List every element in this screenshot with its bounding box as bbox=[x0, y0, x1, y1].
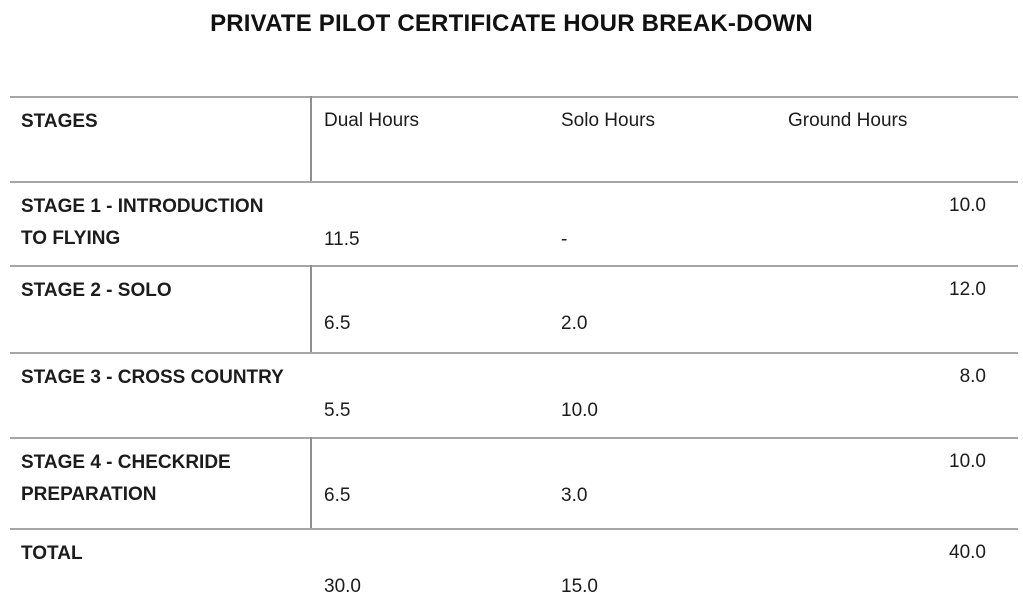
hours-table: STAGES Dual Hours Solo Hours Ground Hour… bbox=[10, 96, 1018, 607]
stage-label-cell: STAGE 2 - SOLO bbox=[21, 280, 172, 301]
dual-hours-cell: 11.5 bbox=[324, 229, 360, 250]
table-row: STAGE 2 - SOLO 6.5 2.0 12.0 bbox=[10, 265, 1018, 352]
ground-hours-cell: 10.0 bbox=[949, 195, 986, 216]
stage-label-cell: STAGE 3 - CROSS COUNTRY bbox=[21, 367, 284, 388]
dual-hours-cell: 5.5 bbox=[324, 400, 351, 421]
ground-hours-cell: 40.0 bbox=[949, 542, 986, 563]
dual-hours-cell: 6.5 bbox=[324, 485, 351, 506]
table-row: TOTAL 30.0 15.0 40.0 bbox=[10, 528, 1018, 607]
solo-hours-cell: 15.0 bbox=[561, 576, 598, 597]
dual-hours-cell: 30.0 bbox=[324, 576, 361, 597]
table-row: STAGE 3 - CROSS COUNTRY 5.5 10.0 8.0 bbox=[10, 352, 1018, 437]
stage-label-cell: STAGE 1 - INTRODUCTION TO FLYING bbox=[21, 196, 264, 249]
column-header-ground-hours: Ground Hours bbox=[788, 110, 908, 131]
solo-hours-cell: 3.0 bbox=[561, 485, 588, 506]
column-header-dual-hours: Dual Hours bbox=[324, 110, 420, 131]
ground-hours-cell: 10.0 bbox=[949, 451, 986, 472]
solo-hours-cell: - bbox=[561, 229, 568, 250]
solo-hours-cell: 10.0 bbox=[561, 400, 598, 421]
solo-hours-cell: 2.0 bbox=[561, 313, 588, 334]
column-divider-line bbox=[310, 96, 312, 181]
table-row: STAGE 1 - INTRODUCTION TO FLYING 11.5 - 10.… bbox=[10, 181, 1018, 265]
column-header-stages: STAGES bbox=[21, 111, 98, 132]
stage-label-cell: TOTAL bbox=[21, 543, 83, 564]
table-row: STAGE 4 - CHECKRIDE PREPARATION 6.5 3.0 10.… bbox=[10, 437, 1018, 528]
column-header-solo-hours: Solo Hours bbox=[561, 110, 655, 131]
ground-hours-cell: 12.0 bbox=[949, 279, 986, 300]
ground-hours-cell: 8.0 bbox=[959, 366, 986, 387]
page-title: PRIVATE PILOT CERTIFICATE HOUR BREAK-DOW… bbox=[210, 10, 813, 37]
table-header-row: STAGES Dual Hours Solo Hours Ground Hour… bbox=[10, 96, 1018, 181]
column-divider-line bbox=[310, 265, 312, 352]
dual-hours-cell: 6.5 bbox=[324, 313, 351, 334]
stage-label-cell: STAGE 4 - CHECKRIDE PREPARATION bbox=[21, 452, 231, 505]
column-divider-line bbox=[310, 437, 312, 528]
